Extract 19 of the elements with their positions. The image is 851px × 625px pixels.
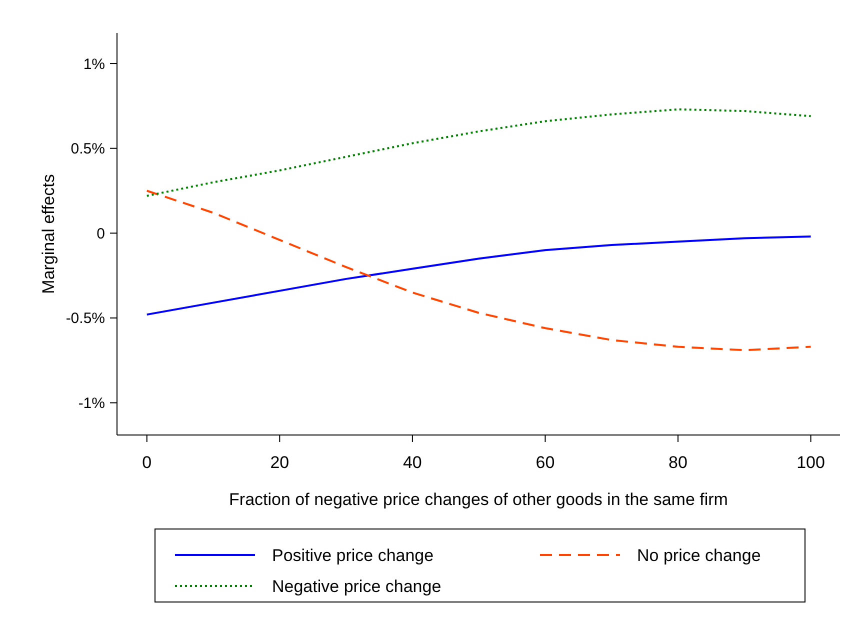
legend-label: Positive price change	[272, 546, 434, 565]
x-tick-label: 60	[536, 453, 555, 472]
x-tick-label: 20	[270, 453, 290, 472]
x-axis-title: Fraction of negative price changes of other goods in the same firm	[229, 490, 728, 509]
y-tick-label: 0	[96, 225, 105, 242]
x-tick-label: 80	[668, 453, 688, 472]
line-series	[146, 190, 812, 352]
y-tick-label: 1%	[83, 56, 105, 73]
y-axis-title: Marginal effects	[39, 174, 58, 294]
y-tick-label: 0.5%	[70, 140, 105, 158]
y-tick-label: -1%	[78, 395, 105, 412]
legend-label: No price change	[637, 546, 761, 565]
x-tick-label: 0	[142, 453, 152, 472]
x-tick-label: 100	[796, 453, 825, 472]
line-series	[146, 236, 812, 316]
y-tick-label: -0.5%	[66, 310, 105, 328]
legend-label: Negative price change	[272, 576, 442, 596]
x-tick-label: 40	[402, 453, 422, 472]
line-series	[146, 108, 812, 197]
